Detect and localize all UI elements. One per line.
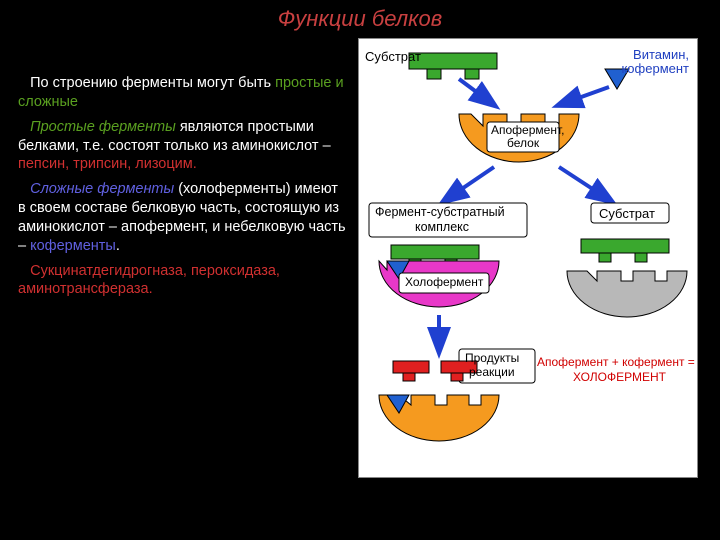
lbl-apo2: белок bbox=[507, 136, 539, 150]
para-3: Сложные ферменты (холоферменты) имеют в … bbox=[18, 180, 348, 255]
lbl-formula2: ХОЛОФЕРМЕНТ bbox=[573, 370, 666, 384]
p1-lead: По строению ферменты могут быть bbox=[30, 75, 271, 91]
para-2: Простые ферменты являются простыми белка… bbox=[18, 118, 348, 175]
p3-blue: Сложные ферменты bbox=[30, 181, 174, 197]
text-column: По строению ферменты могут быть простые … bbox=[18, 38, 348, 534]
para-1: По строению ферменты могут быть простые … bbox=[18, 74, 348, 112]
lbl-complex1: Фермент-субстратный bbox=[375, 205, 505, 219]
lbl-substrate: Субстрат bbox=[365, 49, 421, 64]
p2-red: пепсин, трипсин, лизоцим. bbox=[18, 156, 197, 172]
p2-green: Простые ферменты bbox=[30, 119, 176, 135]
lbl-apo1: Апофермент, bbox=[491, 123, 564, 137]
lbl-prod2: реакции bbox=[469, 365, 515, 379]
lbl-prod1: Продукты bbox=[465, 351, 519, 365]
lbl-substrate2: Субстрат bbox=[599, 206, 655, 221]
lbl-holo: Холофермент bbox=[405, 275, 483, 289]
lbl-cofactor: кофермент bbox=[621, 61, 689, 76]
lbl-vitamin: Витамин, bbox=[633, 47, 689, 62]
content-row: По строению ферменты могут быть простые … bbox=[18, 38, 702, 534]
diagram-svg bbox=[359, 39, 699, 479]
enzyme-diagram: Субстрат Витамин, кофермент Апофермент, … bbox=[358, 38, 698, 478]
p3-tail: . bbox=[116, 238, 120, 254]
p4-red: Сукцинатдегидрогназа, пероксидаза, амино… bbox=[18, 263, 280, 298]
slide-title: Функции белков bbox=[18, 6, 702, 32]
lbl-complex2: комплекс bbox=[415, 220, 469, 234]
para-4: Сукцинатдегидрогназа, пероксидаза, амино… bbox=[18, 262, 348, 300]
p3-blue2: коферменты bbox=[30, 238, 116, 254]
lbl-formula: Апофермент + кофермент = bbox=[537, 355, 695, 369]
